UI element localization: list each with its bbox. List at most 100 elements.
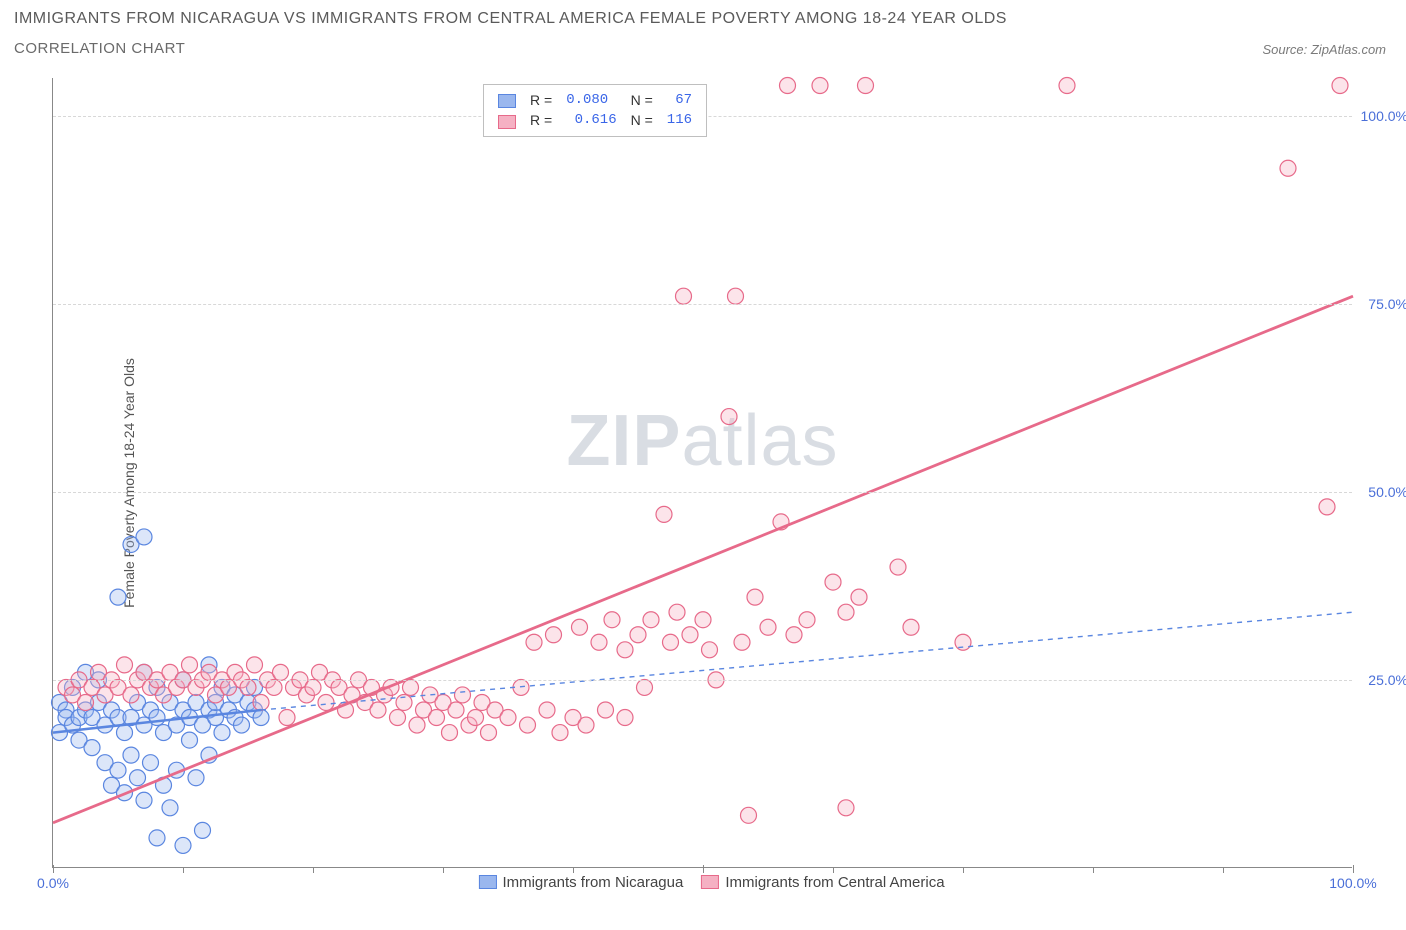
x-tick [573,868,574,873]
legend-n-value: 116 [661,111,698,129]
y-tick-label: 100.0% [1361,108,1406,124]
scatter-point-central_america [617,710,633,726]
scatter-point-central_america [598,702,614,718]
scatter-point-central_america [741,807,757,823]
chart-subtitle: CORRELATION CHART [14,40,1007,57]
scatter-point-central_america [182,657,198,673]
scatter-point-nicaragua [195,822,211,838]
chart-title: IMMIGRANTS FROM NICARAGUA VS IMMIGRANTS … [14,10,1007,28]
scatter-point-nicaragua [84,740,100,756]
scatter-point-central_america [572,619,588,635]
correlation-legend: R =0.080N = 67R = 0.616N =116 [483,84,707,137]
scatter-point-nicaragua [162,800,178,816]
scatter-point-nicaragua [149,830,165,846]
scatter-point-central_america [117,657,133,673]
legend-swatch-central_america [498,115,516,129]
legend-swatch-central_america [701,875,719,889]
scatter-point-central_america [838,800,854,816]
scatter-point-central_america [643,612,659,628]
legend-swatch-nicaragua [498,94,516,108]
scatter-point-nicaragua [136,792,152,808]
scatter-point-central_america [526,634,542,650]
scatter-point-central_america [468,710,484,726]
scatter-point-central_america [637,679,653,695]
scatter-point-central_america [279,710,295,726]
gridline [53,680,1352,681]
scatter-point-central_america [604,612,620,628]
scatter-point-nicaragua [123,747,139,763]
scatter-point-nicaragua [143,755,159,771]
scatter-point-central_america [955,634,971,650]
scatter-point-central_america [403,679,419,695]
scatter-point-nicaragua [253,710,269,726]
scatter-point-central_america [702,642,718,658]
x-tick-label: 0.0% [37,875,69,891]
x-tick [53,865,54,873]
plot-svg [53,78,1353,868]
scatter-point-central_america [780,78,796,94]
scatter-point-central_america [851,589,867,605]
scatter-point-nicaragua [234,717,250,733]
chart-container: Female Poverty Among 18-24 Year Olds ZIP… [14,78,1392,888]
x-tick [183,868,184,873]
series-legend: Immigrants from NicaraguaImmigrants from… [460,874,944,891]
scatter-point-central_america [825,574,841,590]
scatter-point-central_america [455,687,471,703]
scatter-point-central_america [786,627,802,643]
scatter-point-central_america [273,664,289,680]
scatter-point-central_america [890,559,906,575]
scatter-point-central_america [1280,160,1296,176]
scatter-point-central_america [481,725,497,741]
scatter-point-central_america [903,619,919,635]
scatter-point-central_america [247,657,263,673]
y-tick-label: 25.0% [1368,672,1406,688]
x-tick [703,865,704,873]
legend-n-value: 67 [661,91,698,109]
scatter-point-central_america [760,619,776,635]
x-tick-label: 100.0% [1329,875,1376,891]
scatter-point-nicaragua [188,770,204,786]
scatter-point-central_america [812,78,828,94]
legend-n-label: N = [625,111,659,129]
legend-swatch-nicaragua [478,875,496,889]
scatter-point-central_america [721,409,737,425]
scatter-point-central_america [838,604,854,620]
scatter-point-central_america [1332,78,1348,94]
x-tick [313,868,314,873]
scatter-point-central_america [409,717,425,733]
scatter-point-central_america [253,694,269,710]
scatter-point-central_america [663,634,679,650]
scatter-point-central_america [591,634,607,650]
scatter-point-central_america [513,679,529,695]
scatter-point-central_america [390,710,406,726]
y-tick-label: 50.0% [1368,484,1406,500]
legend-r-value: 0.616 [560,111,622,129]
scatter-point-central_america [656,506,672,522]
legend-r-label: R = [524,91,558,109]
scatter-point-nicaragua [130,770,146,786]
scatter-point-central_america [682,627,698,643]
scatter-point-nicaragua [136,529,152,545]
scatter-point-nicaragua [110,762,126,778]
scatter-point-central_america [676,288,692,304]
scatter-point-central_america [370,702,386,718]
scatter-point-nicaragua [117,725,133,741]
x-tick [963,868,964,873]
scatter-point-nicaragua [110,589,126,605]
x-tick [833,868,834,873]
scatter-point-central_america [318,694,334,710]
scatter-point-central_america [1059,78,1075,94]
scatter-point-central_america [266,679,282,695]
gridline [53,304,1352,305]
scatter-point-central_america [500,710,516,726]
scatter-point-central_america [520,717,536,733]
y-tick-label: 75.0% [1368,296,1406,312]
scatter-point-central_america [734,634,750,650]
legend-r-label: R = [524,111,558,129]
scatter-point-central_america [799,612,815,628]
scatter-point-nicaragua [175,837,191,853]
scatter-point-nicaragua [182,732,198,748]
x-tick [1353,865,1354,873]
scatter-point-central_america [858,78,874,94]
legend-label-central_america: Immigrants from Central America [725,874,944,891]
